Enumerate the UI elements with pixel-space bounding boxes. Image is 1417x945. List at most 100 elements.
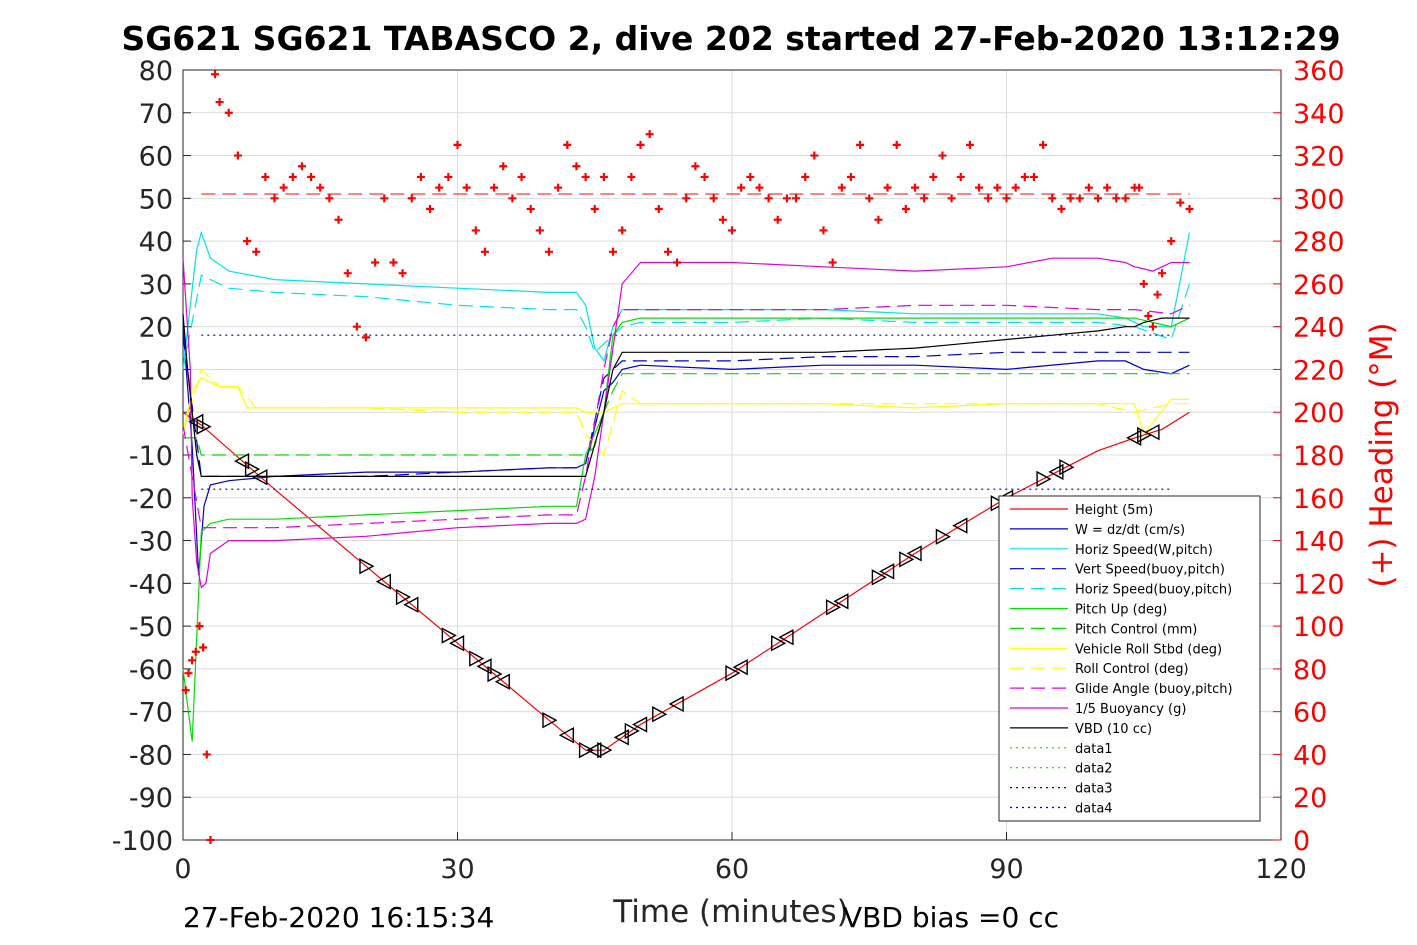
y-tick-label: -50 [129, 612, 173, 643]
depth-marker [899, 551, 915, 568]
y2-tick-label: 80 [1293, 655, 1327, 686]
heading-point [407, 194, 416, 203]
legend-label: data3 [1075, 782, 1113, 797]
heading-point [215, 98, 224, 107]
depth-marker [487, 665, 503, 683]
x-tick-label: 120 [1255, 854, 1307, 885]
legend-label: Horiz Speed(W,pitch) [1075, 543, 1213, 558]
legend-label: Pitch Control (mm) [1075, 622, 1197, 637]
heading-point [288, 172, 297, 181]
right-axis-label: (+) Heading (°M) [1364, 322, 1400, 587]
x-tick-label: 90 [989, 854, 1023, 885]
legend-label: 1/5 Buoyancy (g) [1075, 702, 1186, 717]
y-tick-label: 40 [139, 227, 173, 258]
depth-marker [1126, 429, 1142, 447]
heading-point [920, 194, 929, 203]
heading-point [279, 183, 288, 192]
depth-marker [252, 469, 268, 486]
y2-tick-label: 20 [1293, 783, 1327, 814]
heading-point [435, 183, 444, 192]
series-line-9 [182, 304, 1190, 529]
depth-marker [244, 460, 261, 478]
heading-point [1002, 194, 1011, 203]
heading-point [755, 183, 764, 192]
depth-marker [732, 659, 748, 676]
heading-point [1094, 194, 1102, 203]
heading-point [261, 172, 270, 181]
y-tick-label: 80 [139, 56, 173, 87]
y2-tick-label: 360 [1293, 56, 1345, 87]
depth-marker [833, 593, 849, 610]
x-axis-ticks: 0 30 60 90 120 [174, 832, 1307, 885]
heading-point [206, 836, 215, 844]
heading-point [572, 162, 581, 171]
y-tick-label: -70 [129, 698, 173, 729]
heading-point [782, 194, 791, 203]
depth-marker [1137, 426, 1153, 444]
heading-point [1167, 237, 1176, 246]
y2-tick-label: 40 [1293, 740, 1327, 771]
heading-point [1103, 183, 1112, 192]
depth-marker [476, 658, 492, 675]
heading-point [181, 686, 190, 695]
y-tick-label: -40 [129, 569, 173, 600]
heading-point [188, 656, 197, 665]
y-tick-label: 0 [156, 398, 173, 429]
y2-tick-label: 60 [1293, 698, 1327, 729]
depth-marker [597, 741, 613, 759]
heading-point [389, 258, 398, 267]
chart-legend: Height (5m) W = dz/dt (cm/s) Horiz Speed(W… [998, 495, 1261, 822]
y2-tick-label: 300 [1293, 184, 1345, 215]
heading-point [499, 162, 508, 171]
heading-point [316, 183, 325, 192]
legend-label: Roll Control (deg) [1075, 662, 1189, 677]
heading-point [691, 162, 700, 171]
heading-point [984, 194, 993, 203]
y2-tick-label: 320 [1293, 142, 1345, 173]
heading-point [1112, 194, 1121, 203]
y-tick-label: -80 [129, 740, 173, 771]
series-line-3 [182, 335, 1190, 477]
heading-point [1084, 183, 1093, 192]
y2-tick-label: 160 [1293, 484, 1345, 515]
heading-point [865, 194, 874, 203]
heading-point [1158, 269, 1167, 278]
heading-point [1139, 279, 1148, 288]
heading-point [737, 183, 746, 192]
heading-point [444, 172, 453, 181]
heading-point [325, 194, 334, 203]
legend-label: Vert Speed(buoy,pitch) [1075, 563, 1225, 578]
depth-marker [1059, 459, 1075, 476]
y-tick-label: 60 [139, 142, 173, 173]
heading-point [1011, 183, 1020, 192]
heading-point [453, 140, 462, 149]
legend-label: W = dz/dt (cm/s) [1075, 523, 1185, 538]
series-line-2 [182, 230, 1191, 370]
depth-marker [359, 558, 375, 575]
y-tick-label: -30 [129, 527, 173, 558]
heading-point [1029, 172, 1038, 181]
y-tick-label: 50 [139, 184, 173, 215]
y-tick-label: 10 [139, 355, 173, 386]
depth-marker [586, 741, 602, 759]
depth-marker [725, 664, 741, 682]
heading-point [728, 226, 736, 235]
heading-point [224, 108, 233, 117]
depth-marker [990, 495, 1006, 512]
heading-point [673, 258, 682, 267]
heading-point [195, 622, 204, 631]
legend-label: Glide Angle (buoy,pitch) [1075, 682, 1233, 697]
heading-point [874, 215, 883, 224]
x-tick-label: 60 [715, 854, 749, 885]
y-tick-label: -90 [129, 783, 173, 814]
heading-point [480, 247, 489, 256]
heading-point [426, 205, 435, 214]
heading-point [535, 226, 544, 235]
heading-point [956, 172, 965, 181]
x-tick-label: 0 [174, 854, 191, 885]
heading-point [343, 269, 352, 278]
depth-marker [778, 629, 794, 646]
heading-point [700, 172, 709, 181]
depth-marker [1036, 470, 1052, 488]
heading-point [243, 237, 252, 246]
